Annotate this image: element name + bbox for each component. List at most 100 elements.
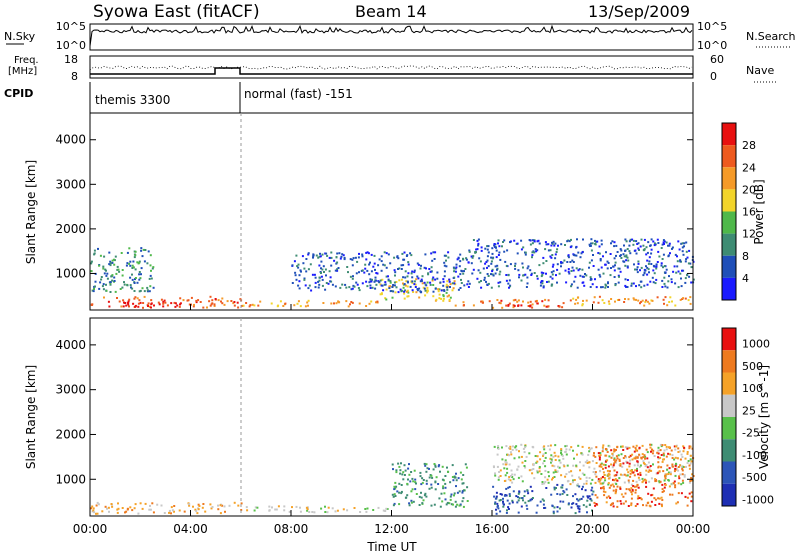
data-cell [393,502,396,505]
data-cell [558,507,561,510]
nave-right-label: Nave [746,64,774,77]
data-cell [677,447,680,450]
data-cell [661,488,664,491]
data-cell [308,284,311,287]
data-cell [136,297,139,300]
data-cell [572,495,574,498]
data-cell [497,478,500,481]
data-cell [572,269,575,272]
data-cell [126,262,129,265]
data-cell [542,499,545,502]
data-cell [421,282,424,285]
data-cell [497,447,500,450]
data-cell [466,283,469,286]
data-cell [411,280,414,283]
data-cell [684,297,687,300]
data-cell [509,285,511,288]
data-cell [611,240,614,243]
data-cell [552,270,555,273]
data-cell [592,471,595,473]
data-cell [643,284,646,287]
data-cell [610,242,612,245]
data-cell [480,300,483,303]
data-cell [689,462,692,465]
data-cell [685,250,688,253]
data-cell [660,262,663,265]
data-cell [143,260,146,263]
data-cell [446,286,449,289]
data-cell [122,299,125,302]
data-cell [365,251,368,254]
data-cell [645,253,648,256]
data-cell [441,500,444,503]
data-cell [317,256,320,259]
data-cell [493,244,496,247]
data-cell [447,256,450,259]
data-cell [389,285,392,288]
data-cell [588,466,591,469]
data-cell [640,266,643,269]
data-cell [138,260,141,263]
data-cell [120,305,123,308]
data-cell [545,305,548,308]
data-cell [507,478,510,481]
data-cell [520,475,523,478]
data-cell [453,270,456,273]
data-cell [114,255,117,258]
data-cell [568,272,571,275]
data-cell [554,444,557,447]
data-cell [298,287,301,290]
data-cell [577,296,580,299]
data-cell [319,255,322,258]
data-cell [102,267,105,270]
colorbar-tick-label: 20 [742,183,756,196]
data-cell [677,240,680,243]
data-cell [497,476,500,479]
data-cell [666,464,669,467]
data-cell [498,273,501,276]
data-cell [404,270,407,273]
data-cell [595,503,598,505]
data-cell [624,264,627,267]
data-cell [466,486,469,489]
data-cell [487,265,490,268]
data-cell [620,445,622,448]
data-cell [507,274,510,277]
data-cell [147,250,150,253]
data-cell [428,476,431,479]
data-cell [630,497,633,500]
data-cell [602,485,605,488]
data-cell [440,289,443,292]
x-tick-label: 00:00 [676,522,711,536]
data-cell [617,281,620,284]
data-cell [682,269,685,272]
data-cell [107,300,110,303]
data-cell [304,284,307,287]
data-cell [690,476,693,479]
data-cell [601,446,604,449]
data-cell [560,452,562,454]
data-cell [446,501,449,504]
data-cell [620,249,623,252]
data-cell [146,290,149,293]
data-cell [358,252,360,255]
data-cell [402,282,404,285]
data-cell [361,269,364,272]
data-cell [636,460,639,463]
data-cell [659,480,662,483]
data-cell [424,283,427,286]
data-cell [679,272,682,275]
data-cell [295,278,298,281]
data-cell [578,510,581,513]
data-cell [575,298,578,301]
data-cell [628,465,631,468]
data-cell [598,295,601,298]
data-cell [677,270,680,273]
data-cell [574,275,577,278]
data-cell [436,277,439,280]
data-cell [520,304,523,307]
data-cell [667,479,670,482]
data-cell [618,460,621,462]
data-cell [663,240,666,243]
